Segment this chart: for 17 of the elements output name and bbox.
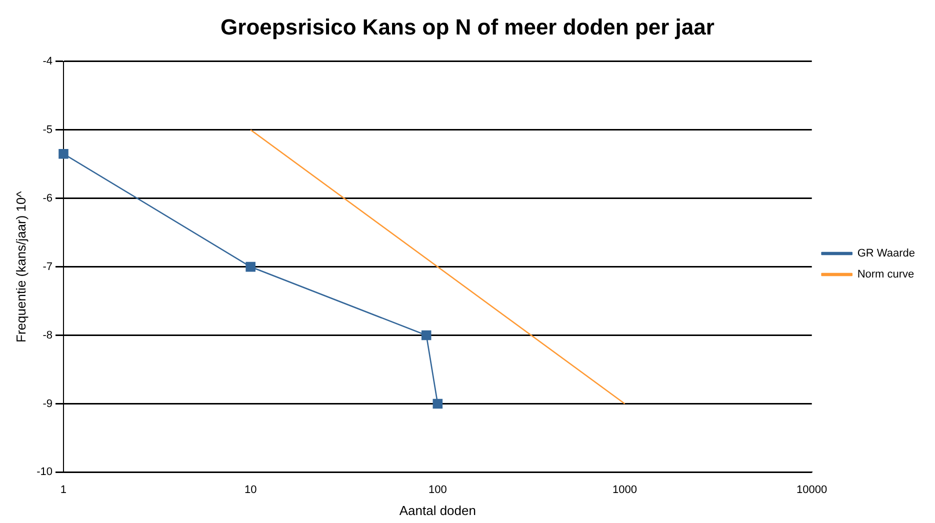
y-tick-label: -5 xyxy=(42,124,52,136)
x-tick-label: 1000 xyxy=(612,484,637,496)
y-axis-title: Frequentie (kans/jaar) 10^ xyxy=(13,190,28,342)
x-tick-label: 10000 xyxy=(796,484,828,496)
y-tick-label: -4 xyxy=(42,55,52,68)
x-tick-label: 10 xyxy=(244,484,257,496)
x-axis-title: Aantal doden xyxy=(399,502,476,518)
y-tick-label: -10 xyxy=(36,466,52,478)
y-tick-label: -8 xyxy=(42,329,52,342)
y-tick-label: -9 xyxy=(42,398,52,410)
y-tick-label: -7 xyxy=(42,260,52,273)
legend-label: Norm curve xyxy=(857,268,914,281)
y-tick-label: -6 xyxy=(42,192,52,204)
x-tick-label: 100 xyxy=(428,484,447,496)
legend-label: GR Waarde xyxy=(857,248,916,260)
chart-title: Groepsrisico Kans op N of meer doden per jaar xyxy=(220,14,715,40)
x-tick-label: 1 xyxy=(60,484,67,496)
